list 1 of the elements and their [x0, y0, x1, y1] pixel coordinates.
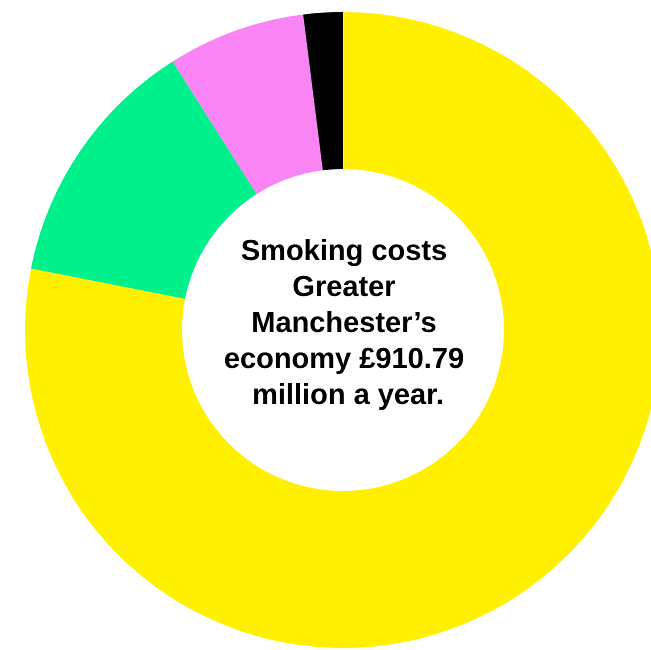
text: Smoking costs Greater Manchester’s economy £910.79 million a year.: [224, 235, 472, 411]
